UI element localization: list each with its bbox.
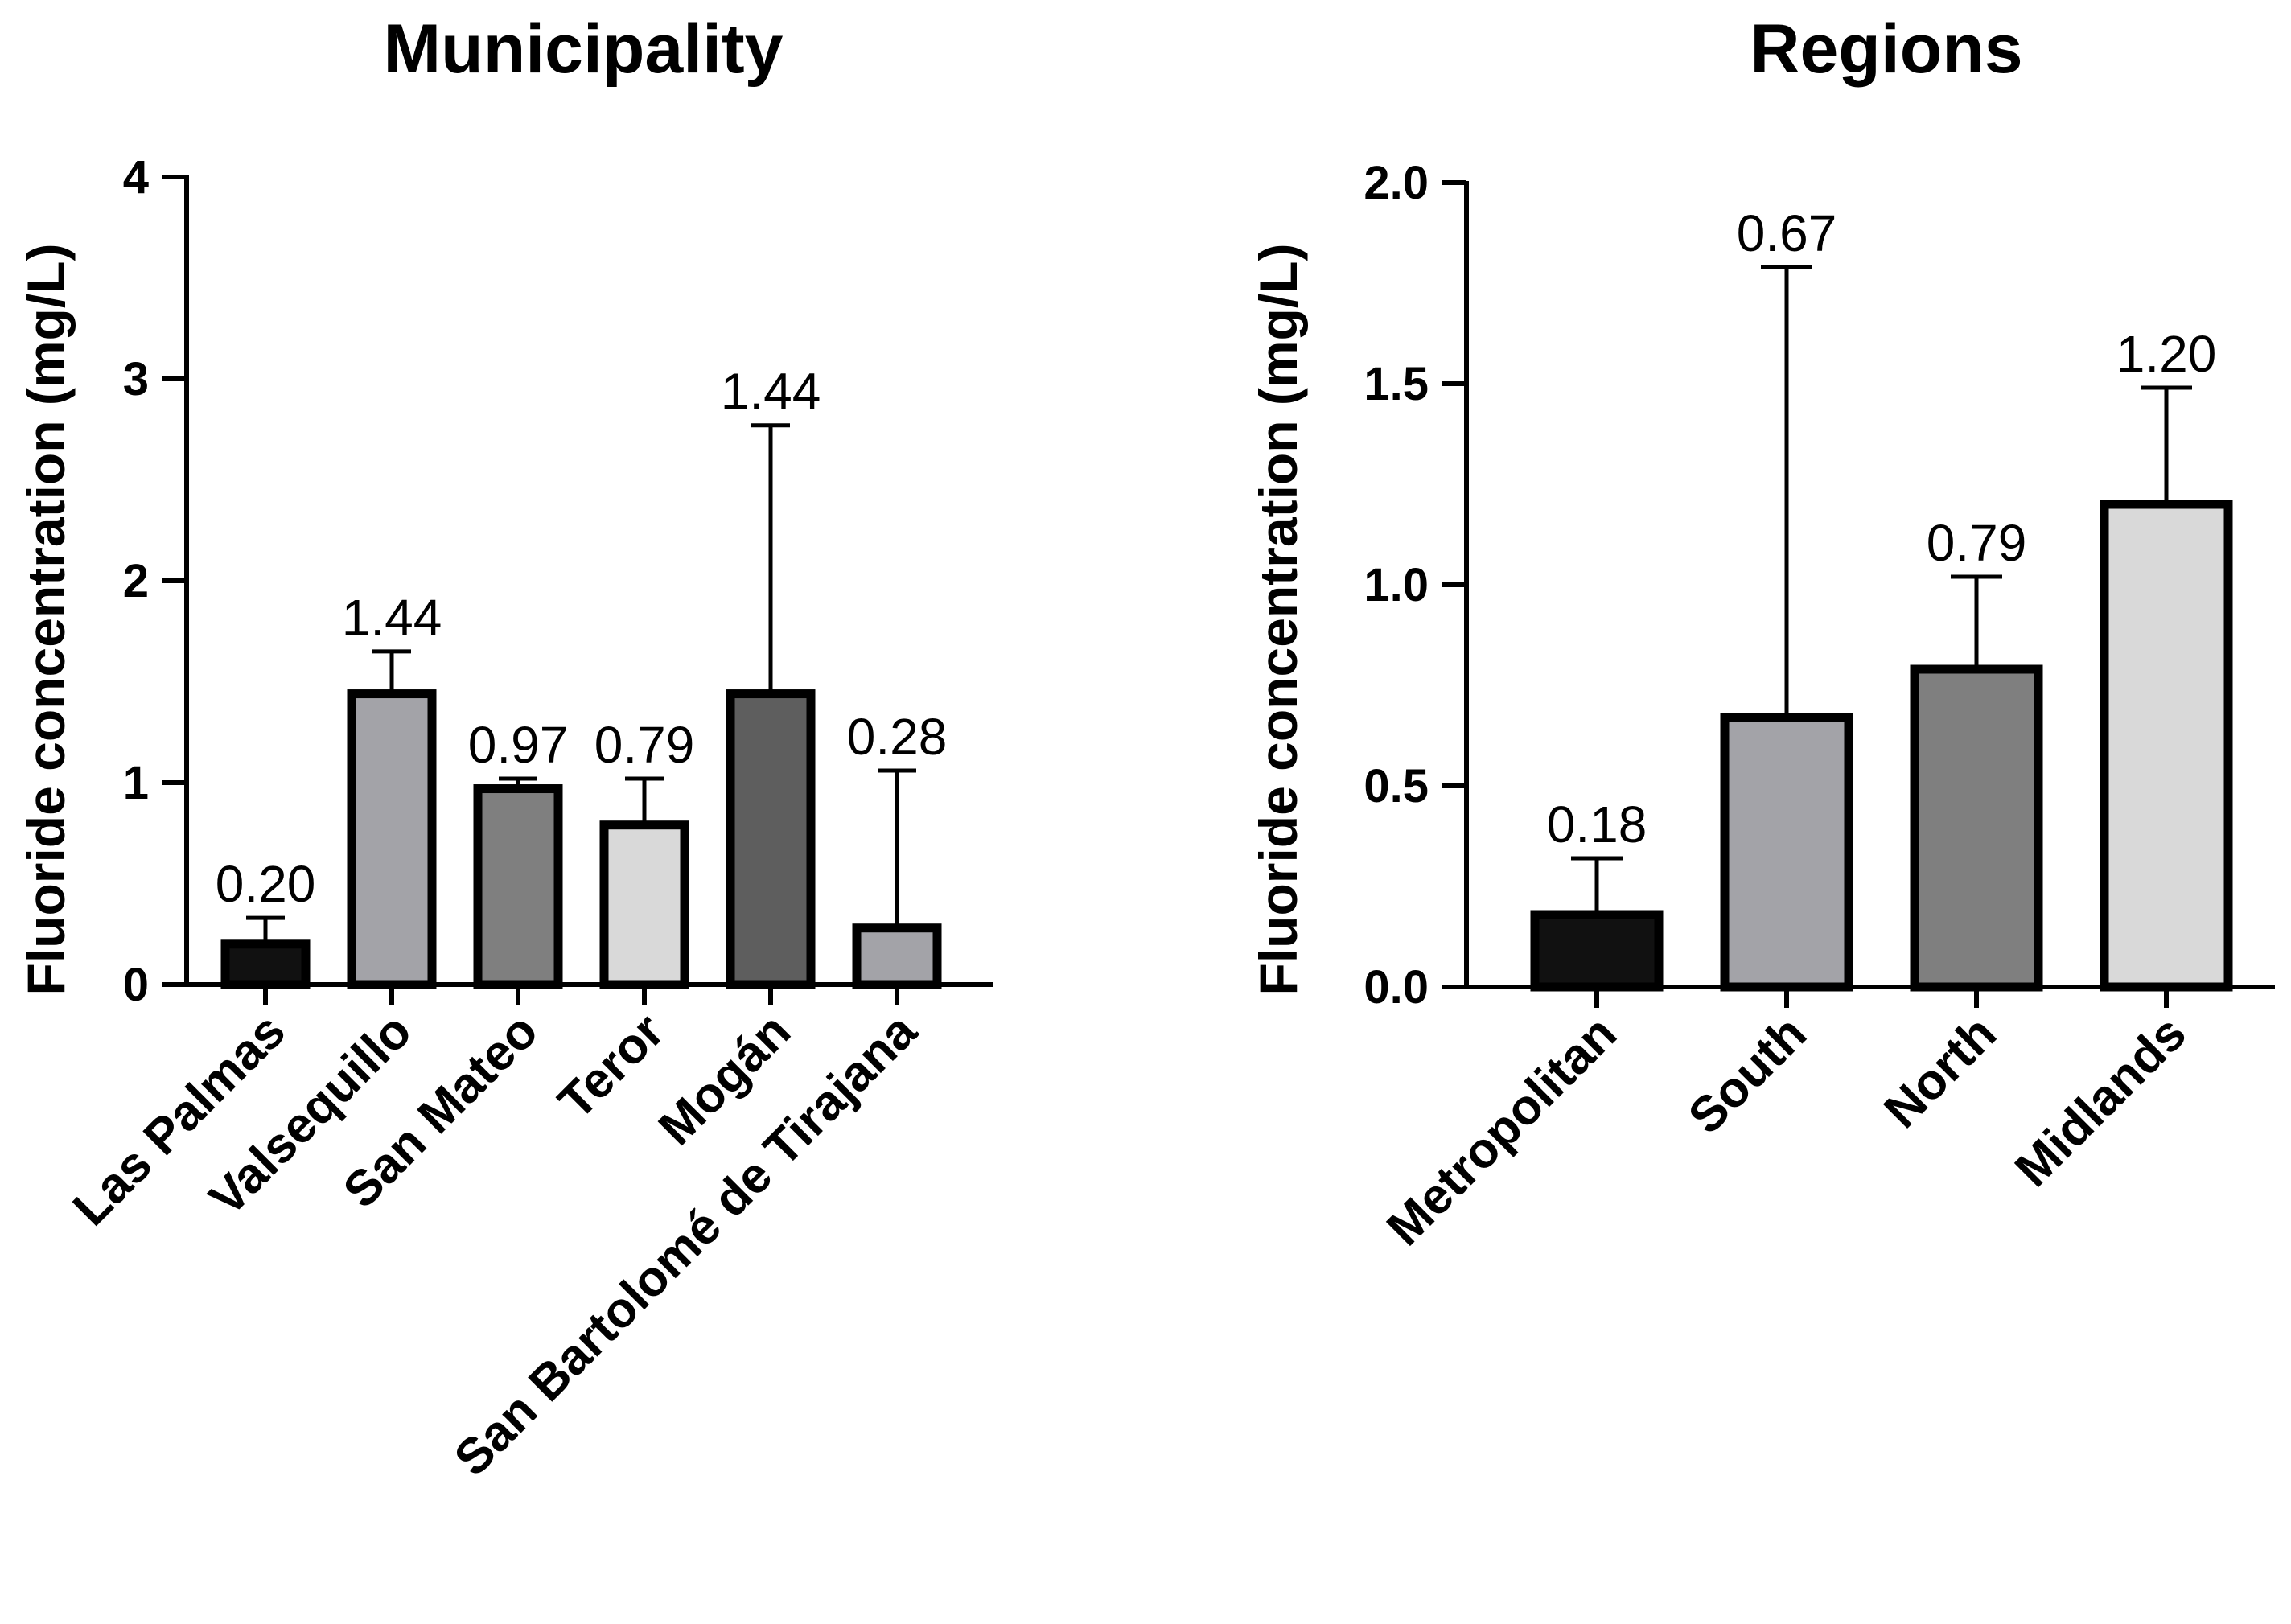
municipality-value-label: 1.44 bbox=[342, 589, 442, 647]
municipality-bar-group: 0.97 bbox=[468, 716, 569, 1005]
regions-category-label: North bbox=[1874, 1005, 2007, 1139]
regions-value-label: 0.79 bbox=[1927, 514, 2027, 572]
regions-bar-group: 1.20 bbox=[2100, 325, 2233, 1008]
municipality-value-label: 0.20 bbox=[216, 855, 316, 913]
regions-y-ticks: 0.0 0.5 1.0 1.5 2.0 bbox=[1363, 157, 1466, 1013]
regions-y-tick: 1.0 bbox=[1363, 559, 1466, 611]
municipality-category-label: San Bartolomé de Tirajana bbox=[444, 1003, 928, 1486]
regions-bar bbox=[1530, 910, 1664, 992]
regions-y-tick: 0.0 bbox=[1363, 961, 1466, 1013]
municipality-bar bbox=[220, 939, 311, 989]
municipality-y-tick: 0 bbox=[123, 959, 187, 1011]
regions-y-tick: 0.5 bbox=[1363, 760, 1466, 812]
regions-value-label: 1.20 bbox=[2116, 325, 2217, 383]
regions-bar bbox=[2100, 500, 2233, 992]
regions-chart: Regions Fluoride concentration (mg/L) 0.… bbox=[1248, 10, 2275, 1256]
regions-value-label: 0.67 bbox=[1737, 204, 1837, 262]
regions-category-label: Metropolitan bbox=[1376, 1005, 1627, 1256]
regions-bar-group: 0.18 bbox=[1530, 796, 1664, 1008]
municipality-y-tick-label: 4 bbox=[123, 151, 149, 204]
regions-bars: 0.18 0.67 0.79 1.20 bbox=[1530, 204, 2233, 1008]
regions-value-label: 0.18 bbox=[1547, 796, 1647, 853]
municipality-bar bbox=[599, 820, 689, 989]
municipality-bar bbox=[852, 923, 942, 989]
regions-y-tick-label: 0.0 bbox=[1363, 961, 1429, 1013]
municipality-y-tick: 1 bbox=[123, 757, 187, 809]
municipality-value-label: 1.44 bbox=[721, 363, 821, 421]
municipality-chart-title: Municipality bbox=[384, 10, 784, 88]
municipality-y-tick-label: 1 bbox=[123, 757, 149, 809]
municipality-y-tick: 2 bbox=[123, 555, 187, 607]
municipality-value-label: 0.79 bbox=[594, 716, 695, 774]
municipality-y-tick-label: 3 bbox=[123, 353, 149, 405]
municipality-bar-group: 1.44 bbox=[342, 589, 442, 1005]
municipality-bar-group: 0.28 bbox=[847, 708, 948, 1005]
regions-y-tick: 1.5 bbox=[1363, 358, 1466, 410]
municipality-bars: 0.20 1.44 0.97 0.79 1.44 0.28 bbox=[216, 363, 948, 1005]
municipality-bar bbox=[347, 689, 437, 989]
municipality-y-tick: 3 bbox=[123, 353, 187, 405]
municipality-bar bbox=[726, 689, 816, 989]
regions-bar bbox=[1720, 713, 1853, 992]
regions-y-axis-label: Fluoride concentration (mg/L) bbox=[1248, 244, 1308, 996]
municipality-bar-group: 0.20 bbox=[216, 855, 316, 1005]
municipality-bar bbox=[473, 784, 563, 989]
municipality-y-tick-label: 2 bbox=[123, 555, 149, 607]
municipality-bar-group: 0.79 bbox=[594, 716, 695, 1005]
municipality-y-axis-label: Fluoride concentration (mg/L) bbox=[16, 244, 76, 996]
municipality-y-tick: 4 bbox=[123, 151, 187, 204]
regions-category-label: Midlands bbox=[2005, 1005, 2197, 1198]
regions-chart-title: Regions bbox=[1750, 10, 2022, 88]
regions-bar bbox=[1910, 664, 2043, 992]
regions-y-tick-label: 1.0 bbox=[1363, 559, 1429, 611]
regions-bar-group: 0.67 bbox=[1720, 204, 1853, 1008]
municipality-bar-group: 1.44 bbox=[721, 363, 821, 1005]
municipality-value-label: 0.28 bbox=[847, 708, 948, 766]
regions-bar-group: 0.79 bbox=[1910, 514, 2043, 1008]
municipality-chart: Municipality Fluoride concentration (mg/… bbox=[16, 10, 993, 1486]
regions-y-tick-label: 1.5 bbox=[1363, 358, 1429, 410]
regions-y-tick-label: 0.5 bbox=[1363, 760, 1429, 812]
regions-category-label: South bbox=[1678, 1005, 1817, 1145]
regions-y-tick-label: 2.0 bbox=[1363, 157, 1429, 209]
regions-y-tick: 2.0 bbox=[1363, 157, 1466, 209]
municipality-y-ticks: 0 1 2 3 4 bbox=[123, 151, 187, 1011]
municipality-value-label: 0.97 bbox=[468, 716, 569, 774]
municipality-y-tick-label: 0 bbox=[123, 959, 149, 1011]
